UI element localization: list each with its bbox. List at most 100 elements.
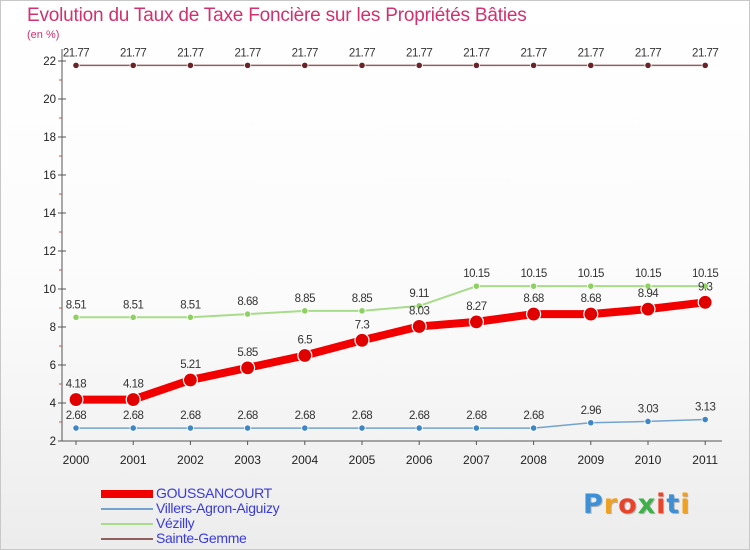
legend-label: Sainte-Gemme — [156, 530, 247, 546]
x-tick-label: 2011 — [692, 453, 718, 467]
data-label: 21.77 — [349, 47, 375, 59]
data-label: 2.68 — [466, 410, 486, 422]
data-point — [182, 372, 198, 388]
x-tick-label: 2005 — [349, 453, 376, 467]
logo-letter: x — [637, 489, 657, 520]
data-point — [301, 61, 309, 69]
data-label: 8.03 — [409, 305, 429, 317]
y-tick-label: 16 — [43, 170, 56, 182]
x-tick-label: 2000 — [63, 453, 90, 467]
data-label: 10.15 — [578, 268, 604, 280]
data-label: 9.11 — [409, 288, 429, 300]
data-point — [358, 424, 366, 432]
data-point — [640, 301, 656, 317]
legend-swatch — [101, 523, 153, 525]
data-point — [244, 61, 252, 69]
x-tick-label: 2006 — [406, 453, 433, 467]
legend-label: Villers-Agron-Aiguizy — [156, 500, 280, 516]
data-point — [358, 61, 366, 69]
x-tick-label: 2009 — [577, 453, 604, 467]
data-point — [297, 347, 313, 364]
data-label: 4.18 — [66, 379, 86, 391]
data-point — [644, 61, 652, 69]
data-point — [301, 307, 309, 315]
data-point — [472, 424, 480, 432]
data-point — [468, 314, 484, 330]
data-point — [525, 306, 542, 322]
series-line — [75, 418, 706, 429]
data-label: 2.68 — [180, 410, 200, 422]
logo-letter: o — [618, 489, 638, 520]
data-point — [358, 307, 366, 315]
data-point — [701, 415, 709, 424]
data-label: 21.77 — [520, 47, 546, 59]
y-tick-label: 2 — [50, 436, 56, 448]
data-point — [583, 306, 599, 322]
data-label: 8.85 — [352, 293, 372, 305]
y-axis-unit: (en %) — [27, 29, 60, 41]
data-label: 2.68 — [409, 410, 429, 422]
data-label: 8.51 — [66, 299, 86, 311]
data-label: 2.68 — [352, 410, 372, 422]
data-point — [240, 360, 256, 376]
data-point — [186, 424, 194, 432]
data-label: 8.94 — [638, 288, 659, 300]
data-label: 2.68 — [295, 410, 315, 422]
data-point — [72, 61, 80, 69]
data-label: 21.77 — [463, 47, 489, 59]
logo-letter: i — [656, 489, 667, 520]
x-tick-label: 2010 — [635, 453, 662, 467]
data-point — [701, 282, 709, 290]
data-label: 2.68 — [66, 410, 86, 422]
data-point — [701, 61, 709, 69]
data-label: 2.68 — [123, 410, 143, 422]
data-label: 21.77 — [120, 47, 146, 59]
data-point — [129, 424, 137, 432]
y-tick-label: 10 — [43, 284, 56, 296]
data-label: 8.68 — [237, 296, 257, 308]
data-label: 4.18 — [123, 379, 143, 391]
data-point — [587, 61, 595, 69]
data-point — [72, 424, 80, 432]
series-line — [75, 285, 707, 319]
y-tick-label: 4 — [50, 398, 57, 410]
data-point — [529, 282, 538, 290]
data-point — [472, 61, 480, 69]
logo-letter: t — [666, 489, 681, 520]
data-point — [472, 282, 480, 290]
chart-title: Evolution du Taux de Taxe Foncière sur l… — [27, 5, 527, 26]
data-point — [244, 310, 252, 318]
data-point — [72, 313, 80, 321]
data-point — [129, 61, 137, 69]
data-point — [68, 391, 84, 408]
data-point — [529, 424, 538, 432]
legend-label: Vézilly — [156, 515, 195, 531]
data-point — [244, 424, 252, 432]
data-point — [411, 318, 427, 335]
y-tick-label: 12 — [43, 246, 56, 258]
x-tick-label: 2008 — [520, 453, 547, 467]
data-point — [415, 61, 423, 69]
data-point — [697, 294, 713, 310]
y-tick-label: 18 — [43, 132, 56, 144]
data-label: 21.77 — [692, 47, 718, 59]
data-label: 8.68 — [523, 293, 543, 305]
data-label: 10.15 — [520, 268, 546, 280]
y-tick-label: 20 — [43, 94, 56, 106]
data-label: 21.77 — [578, 47, 604, 59]
data-label: 3.13 — [695, 402, 715, 414]
legend-swatch — [101, 490, 153, 498]
data-label: 21.77 — [635, 47, 661, 59]
data-point — [186, 61, 194, 69]
data-point — [587, 282, 595, 290]
data-label: 21.77 — [177, 47, 203, 59]
data-point — [587, 419, 595, 427]
data-point — [129, 313, 137, 321]
x-tick-label: 2003 — [234, 453, 261, 467]
data-label: 10.15 — [463, 268, 489, 280]
data-label: 10.15 — [692, 268, 718, 280]
x-tick-label: 2001 — [120, 453, 147, 467]
data-point — [644, 282, 652, 290]
data-point — [354, 332, 370, 348]
